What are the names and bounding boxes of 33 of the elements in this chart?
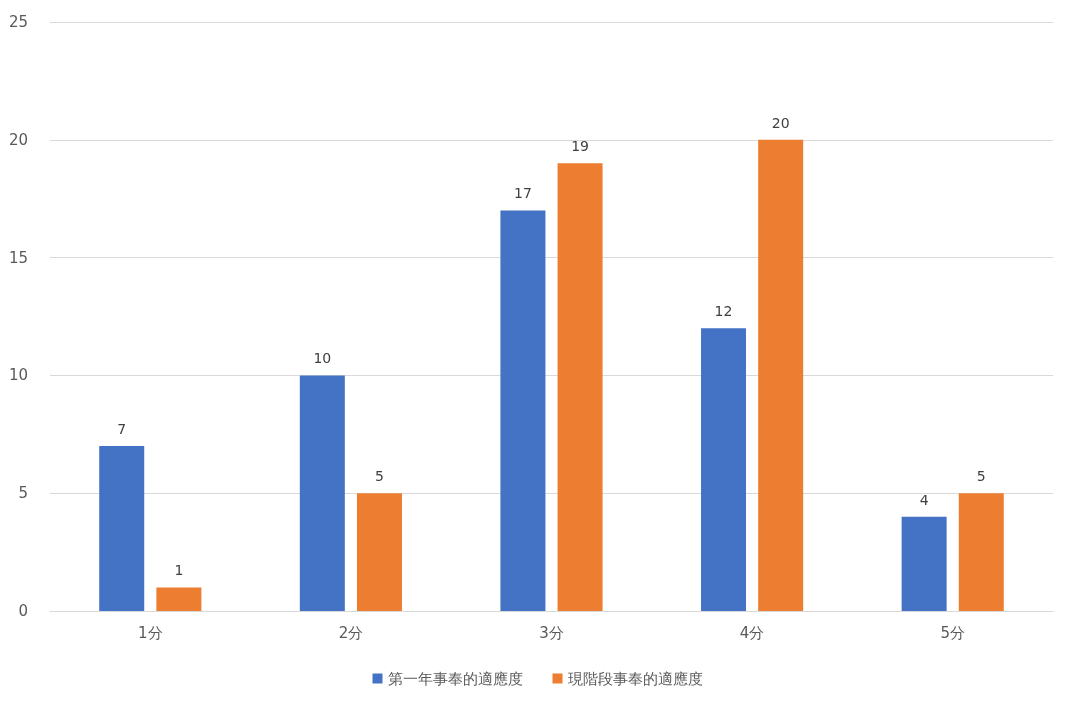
bar (701, 328, 747, 611)
data-label: 4 (919, 491, 929, 508)
bar (299, 375, 345, 611)
data-label: 17 (514, 185, 532, 202)
data-label: 10 (313, 350, 332, 367)
data-label: 20 (771, 114, 790, 131)
bar (958, 493, 1004, 611)
data-label: 5 (375, 468, 384, 485)
legend-label: 現階段事奉的適應度 (567, 669, 703, 688)
data-label: 12 (714, 303, 733, 320)
y-tick-label: 0 (18, 602, 28, 620)
x-tick-label: 3分 (539, 623, 564, 642)
data-label: 5 (976, 468, 986, 485)
y-tick-label: 25 (8, 13, 28, 31)
bar (901, 516, 947, 611)
bar (557, 163, 603, 611)
y-tick-label: 20 (8, 130, 28, 149)
data-label: 7 (117, 421, 127, 438)
y-tick-label: 15 (8, 248, 28, 267)
x-tick-label: 2分 (338, 623, 364, 642)
x-tick-label: 1分 (138, 623, 163, 642)
x-tick-label: 4分 (739, 623, 765, 642)
bar (500, 210, 546, 611)
bar (356, 493, 402, 611)
bar (99, 446, 145, 611)
bar (156, 587, 202, 611)
data-label: 1 (174, 562, 184, 579)
y-tick-label: 10 (8, 366, 28, 385)
y-tick-label: 5 (18, 484, 28, 503)
x-tick-label: 5分 (940, 623, 965, 642)
legend-label: 第一年事奉的適應度 (387, 669, 523, 688)
data-label: 19 (571, 138, 589, 155)
bar (758, 139, 804, 611)
